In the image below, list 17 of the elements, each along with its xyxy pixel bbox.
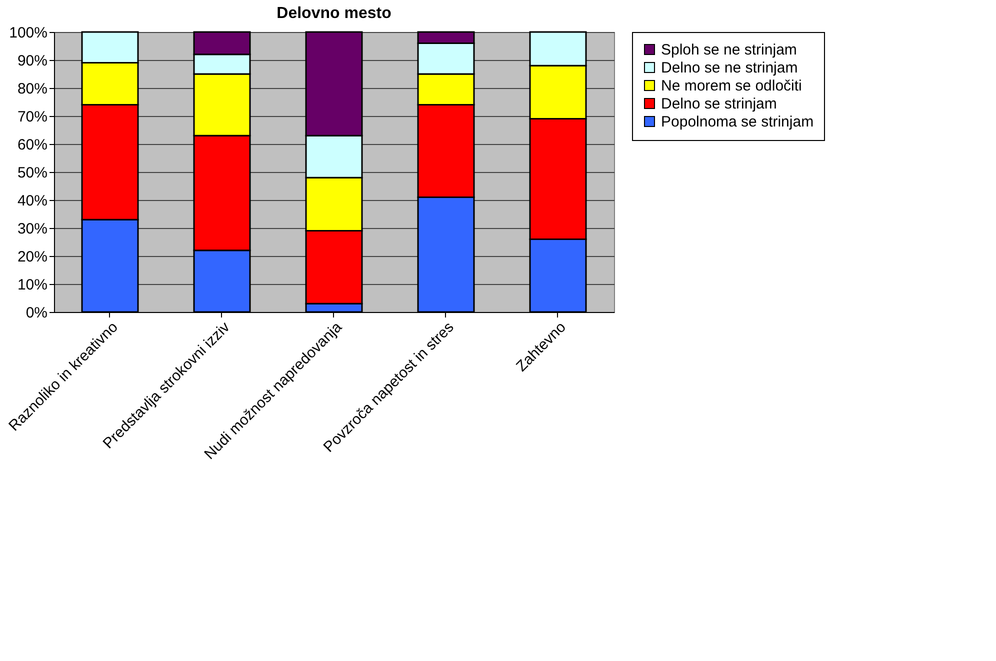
y-tick-label: 0% (26, 304, 48, 322)
legend-label: Delno se strinjam (661, 96, 777, 112)
legend-label: Delno se ne strinjam (661, 60, 798, 76)
y-tick-label: 100% (9, 24, 48, 42)
y-tick-label: 60% (17, 136, 48, 154)
y-tick-label: 80% (17, 80, 48, 98)
y-tick-label: 30% (17, 220, 48, 238)
y-tick-label: 50% (17, 164, 48, 182)
y-tick-label: 90% (17, 52, 48, 70)
legend-label: Ne morem se odločiti (661, 78, 802, 94)
y-tick-label: 20% (17, 248, 48, 266)
chart-title: Delovno mesto (276, 5, 392, 22)
y-tick-label: 70% (17, 108, 48, 126)
y-tick-label: 10% (17, 276, 48, 294)
legend-label: Sploh se ne strinjam (661, 42, 797, 58)
y-tick-label: 40% (17, 192, 48, 210)
legend-label: Popolnoma se strinjam (661, 114, 814, 130)
